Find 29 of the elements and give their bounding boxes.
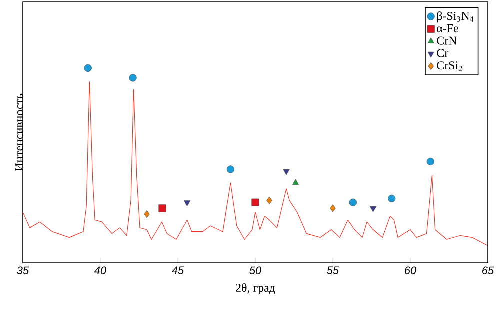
x-tick-label: 50: [250, 266, 262, 274]
y-axis-title: Интенсивность: [15, 94, 24, 172]
point: [283, 169, 290, 176]
point: [330, 204, 336, 212]
point: [144, 210, 150, 218]
x-tick-label: 45: [172, 266, 184, 274]
x-tick-label: 40: [94, 266, 106, 274]
legend-label: α-Fe: [437, 24, 458, 32]
x-tick-label: 65: [482, 266, 494, 274]
point: [292, 179, 300, 186]
point: [158, 204, 166, 212]
legend-label: β-Si$_{3}$N$_{4}$: [437, 12, 474, 23]
point: [252, 198, 260, 206]
x-tick-label: 55: [327, 266, 340, 274]
point: [184, 200, 191, 206]
point: [370, 206, 377, 212]
x-tick-label: 60: [405, 266, 416, 274]
point: [426, 158, 434, 166]
legend-label: CrN: [437, 36, 457, 45]
x-tick-label: 35: [17, 266, 30, 274]
point: [266, 196, 272, 204]
legend-label: CrSi$_{2}$: [437, 62, 462, 72]
point: [349, 198, 357, 206]
point: [388, 194, 396, 203]
point: [226, 166, 234, 174]
legend-label: Cr: [437, 49, 449, 58]
point: [84, 64, 92, 72]
point: [129, 74, 137, 82]
x-axis-title: 2θ, град: [236, 284, 276, 294]
